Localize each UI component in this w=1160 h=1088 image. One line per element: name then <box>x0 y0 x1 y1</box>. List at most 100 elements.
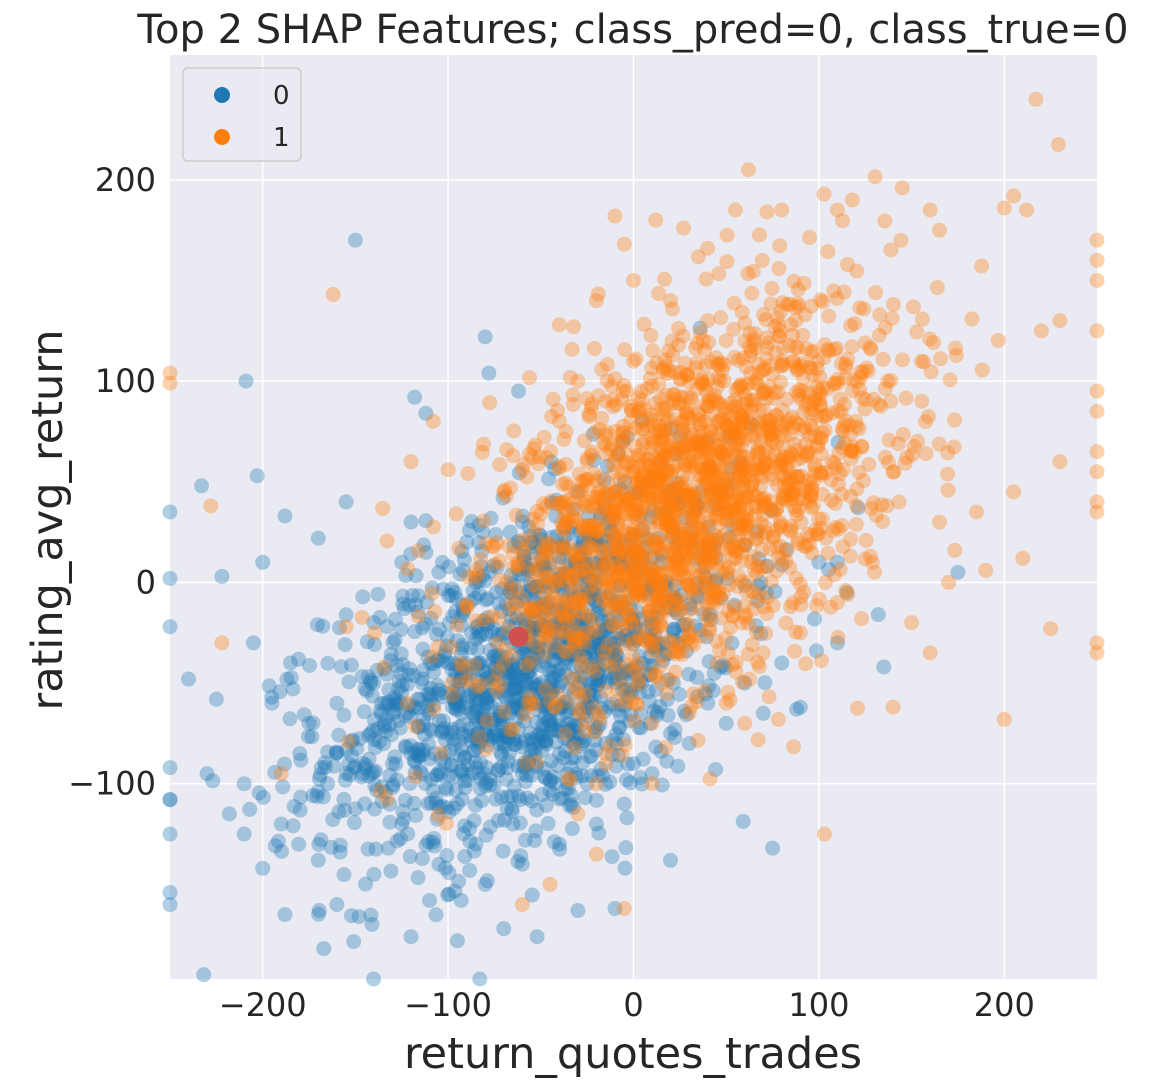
data-point <box>821 308 837 324</box>
data-point <box>680 529 696 545</box>
data-point <box>558 666 574 682</box>
data-point <box>531 634 547 650</box>
data-point <box>543 686 559 702</box>
data-point <box>575 705 591 721</box>
data-point <box>283 655 299 671</box>
data-point <box>722 619 738 635</box>
data-point <box>560 770 576 786</box>
data-point <box>598 446 614 462</box>
data-point <box>426 701 442 717</box>
data-point <box>612 672 628 688</box>
data-point <box>529 929 545 945</box>
data-point <box>576 641 592 657</box>
data-point <box>422 892 438 908</box>
data-point <box>526 603 542 619</box>
data-point <box>586 555 602 571</box>
y-tick-label: 200 <box>95 161 156 199</box>
data-point <box>573 561 589 577</box>
data-point <box>685 686 701 702</box>
data-point <box>478 775 494 791</box>
data-point <box>449 617 465 633</box>
data-point <box>799 447 815 463</box>
data-point <box>830 629 846 645</box>
data-point <box>652 578 668 594</box>
data-point <box>380 840 396 856</box>
data-point <box>791 362 807 378</box>
data-point <box>848 516 864 532</box>
data-point <box>734 674 750 690</box>
data-point <box>586 700 602 716</box>
data-point <box>585 573 601 589</box>
data-point <box>894 180 910 196</box>
data-point <box>926 335 942 351</box>
data-point <box>683 698 699 714</box>
data-point <box>648 212 664 228</box>
data-point <box>311 836 327 852</box>
data-point <box>471 624 487 640</box>
data-point <box>566 727 582 743</box>
data-point <box>598 776 614 792</box>
data-point <box>441 559 457 575</box>
data-point <box>598 674 614 690</box>
data-point <box>536 429 552 445</box>
data-point <box>625 353 641 369</box>
data-point <box>562 604 578 620</box>
data-point <box>542 876 558 892</box>
data-point <box>786 739 802 755</box>
data-point <box>516 656 532 672</box>
data-point <box>275 779 291 795</box>
data-point <box>329 745 345 761</box>
data-point <box>1006 188 1022 204</box>
data-point <box>403 929 419 945</box>
data-point <box>565 396 581 412</box>
data-point <box>301 715 317 731</box>
data-point <box>626 713 642 729</box>
data-point <box>337 802 353 818</box>
data-point <box>826 342 842 358</box>
data-point <box>529 802 545 818</box>
data-point <box>592 421 608 437</box>
data-point <box>692 418 708 434</box>
data-point <box>293 752 309 768</box>
data-point <box>538 689 554 705</box>
data-point <box>333 659 349 675</box>
data-point <box>511 383 527 399</box>
data-point <box>695 376 711 392</box>
data-point <box>355 589 371 605</box>
data-point <box>850 700 866 716</box>
data-point <box>407 718 423 734</box>
data-point <box>586 341 602 357</box>
data-point <box>652 446 668 462</box>
data-point <box>764 281 780 297</box>
data-point <box>1089 323 1105 339</box>
data-point <box>922 645 938 661</box>
data-point <box>604 849 620 865</box>
data-point <box>708 633 724 649</box>
data-point <box>811 554 827 570</box>
data-point <box>455 637 471 653</box>
data-point <box>367 801 383 817</box>
data-point <box>463 625 479 641</box>
data-point <box>411 748 427 764</box>
data-point <box>450 682 466 698</box>
y-tick-labels: −100 0 100 200 <box>68 161 156 803</box>
data-point <box>876 659 892 675</box>
data-point <box>448 590 464 606</box>
data-point <box>484 538 500 554</box>
data-point <box>1089 232 1105 248</box>
data-point <box>436 720 452 736</box>
data-point <box>479 873 495 889</box>
data-point <box>830 371 846 387</box>
data-point <box>162 884 178 900</box>
data-point <box>567 638 583 654</box>
data-point <box>732 499 748 515</box>
data-point <box>449 933 465 949</box>
data-point <box>786 486 802 502</box>
data-point <box>567 612 583 628</box>
data-point <box>443 588 459 604</box>
data-point <box>722 692 738 708</box>
data-point <box>406 668 422 684</box>
data-point <box>768 502 784 518</box>
data-point <box>448 506 464 522</box>
data-point <box>580 527 596 543</box>
